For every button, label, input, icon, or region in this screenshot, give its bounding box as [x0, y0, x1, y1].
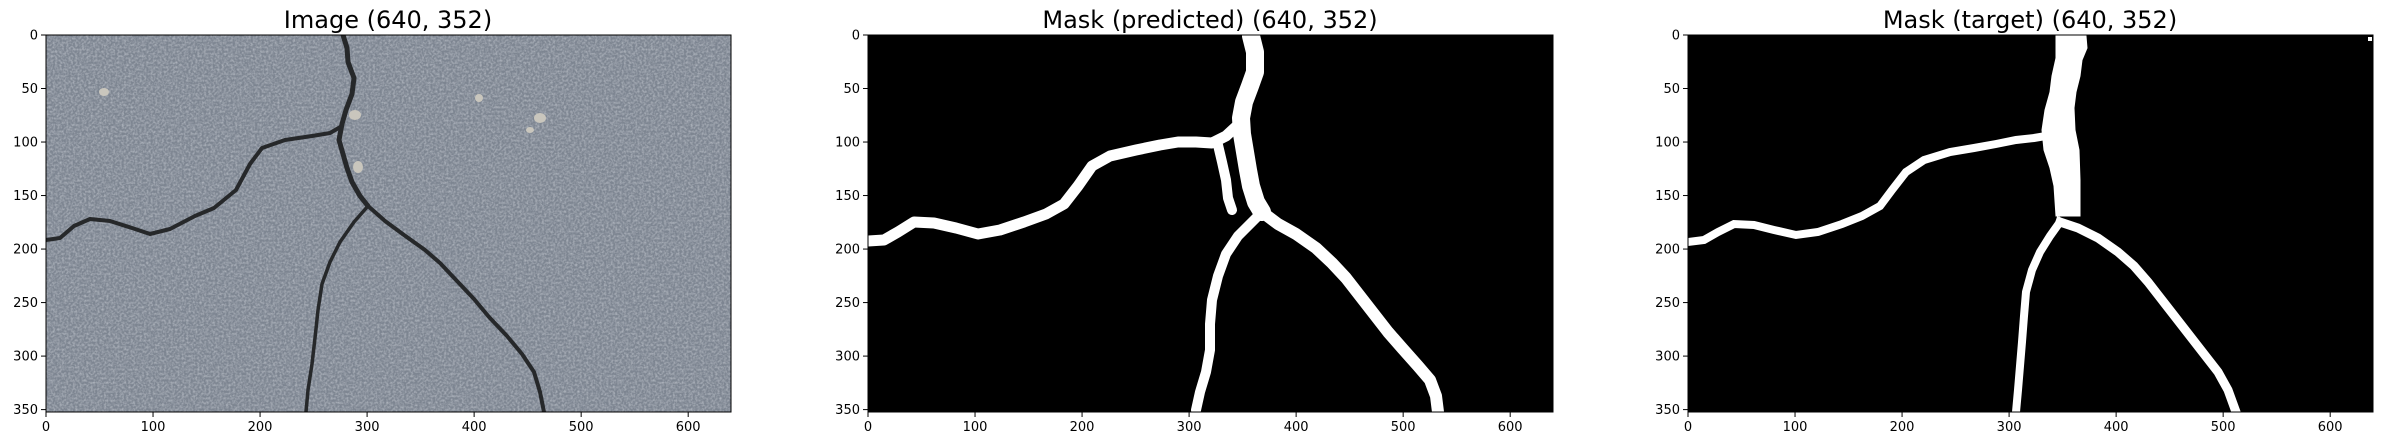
panel-mask-target: Mask (target) (640, 352) 0 100 200 300 400 50… [1655, 6, 2374, 435]
pred-crack-left [868, 102, 1252, 247]
panel-title-mask-predicted: Mask (predicted) (640, 352) [1042, 6, 1377, 34]
x-ticks-image: 0 100 200 300 400 500 600 [42, 412, 701, 435]
x-tick-label: 500 [2211, 420, 2236, 435]
x-tick-label: 400 [2104, 420, 2129, 435]
pred-crack-center [1213, 140, 1237, 215]
pred-crack-right [1256, 206, 1444, 412]
pebble [526, 127, 534, 133]
crack-lower [304, 204, 370, 412]
panel-title-mask-target: Mask (target) (640, 352) [1883, 6, 2177, 34]
y-tick-label: 0 [1672, 29, 1680, 44]
y-tick-label: 350 [1655, 403, 1680, 418]
y-ticks-image: 0 50 100 150 200 250 300 350 [13, 29, 46, 418]
y-tick-label: 150 [1655, 189, 1680, 204]
x-tick-label: 500 [569, 420, 594, 435]
crack-right [366, 204, 546, 412]
mask-predicted-cracks [868, 35, 1444, 412]
y-tick-label: 50 [1663, 82, 1680, 97]
target-crack-right [2054, 216, 2241, 412]
y-tick-label: 250 [13, 296, 38, 311]
mask-predicted-image [868, 35, 1553, 412]
y-tick-label: 200 [1655, 243, 1680, 258]
x-tick-label: 400 [1284, 420, 1309, 435]
y-tick-label: 300 [13, 350, 38, 365]
pebble [99, 88, 109, 96]
axes-frame-image [45, 34, 732, 413]
y-tick-label: 0 [30, 29, 38, 44]
y-tick-label: 200 [13, 243, 38, 258]
y-tick-label: 150 [13, 189, 38, 204]
y-tick-label: 350 [835, 403, 860, 418]
panel-title-image: Image (640, 352) [284, 6, 492, 34]
x-tick-label: 600 [676, 420, 701, 435]
x-tick-label: 200 [248, 420, 273, 435]
x-tick-label: 0 [1684, 420, 1692, 435]
x-tick-label: 0 [864, 420, 872, 435]
y-ticks-mask-target: 0 50 100 150 200 250 300 350 [1655, 29, 1688, 418]
crack-left [46, 124, 344, 242]
y-tick-label: 300 [835, 350, 860, 365]
x-tick-label: 300 [355, 420, 380, 435]
target-crack-lower [2011, 216, 2066, 412]
target-pixel-artifact [2368, 37, 2372, 41]
mask-target-cracks [1688, 35, 2241, 412]
x-tick-label: 500 [1391, 420, 1416, 435]
pebble [534, 113, 546, 123]
x-tick-label: 600 [1498, 420, 1523, 435]
y-tick-label: 250 [835, 296, 860, 311]
y-tick-label: 300 [1655, 350, 1680, 365]
y-tick-label: 150 [835, 189, 860, 204]
pebble [349, 110, 361, 120]
pebble [353, 161, 363, 173]
x-tick-label: 300 [1997, 420, 2022, 435]
y-tick-label: 100 [13, 136, 38, 151]
y-tick-label: 350 [13, 403, 38, 418]
y-tick-label: 100 [835, 136, 860, 151]
image-photo [46, 35, 731, 412]
pebble [475, 94, 483, 102]
x-tick-label: 300 [1177, 420, 1202, 435]
target-crack-left [1688, 131, 2051, 247]
y-tick-label: 200 [835, 243, 860, 258]
target-crack-upper [2041, 35, 2088, 217]
x-ticks-mask-target: 0 100 200 300 400 500 600 [1684, 412, 2343, 435]
mask-background [1688, 35, 2373, 412]
y-tick-label: 50 [843, 82, 860, 97]
x-ticks-mask-predicted: 0 100 200 300 400 500 600 [864, 412, 1523, 435]
x-tick-label: 400 [462, 420, 487, 435]
y-tick-label: 250 [1655, 296, 1680, 311]
pebbles [99, 88, 546, 173]
x-tick-label: 200 [1070, 420, 1095, 435]
crack-lines [46, 35, 546, 412]
panel-mask-predicted: Mask (predicted) (640, 352) 0 100 200 300 40… [835, 6, 1554, 435]
pred-crack-lower [1191, 207, 1267, 412]
y-tick-label: 0 [852, 29, 860, 44]
axes-frame-mask-target [1687, 34, 2374, 413]
axes-frame-mask-predicted [867, 34, 1554, 413]
panel-image: Image (640, 352) 0 100 200 300 400 500 6 [13, 6, 732, 435]
x-tick-label: 0 [42, 420, 50, 435]
x-tick-label: 100 [1783, 420, 1808, 435]
x-tick-label: 100 [141, 420, 166, 435]
x-tick-label: 600 [2318, 420, 2343, 435]
x-tick-label: 200 [1890, 420, 1915, 435]
y-ticks-mask-predicted: 0 50 100 150 200 250 300 350 [835, 29, 868, 418]
y-tick-label: 100 [1655, 136, 1680, 151]
mask-target-image [1688, 35, 2373, 412]
x-tick-label: 100 [963, 420, 988, 435]
y-tick-label: 50 [21, 82, 38, 97]
